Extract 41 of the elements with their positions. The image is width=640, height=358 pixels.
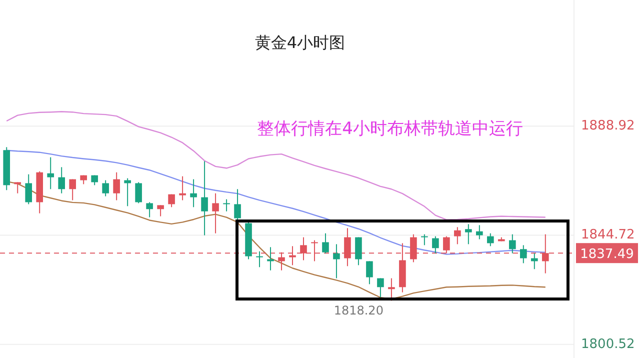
candlestick [168, 194, 175, 208]
candlestick [146, 202, 153, 218]
candlestick [201, 160, 208, 236]
candlestick [333, 244, 340, 279]
annotation: 整体行情在4小时布林带轨道中运行 [257, 119, 523, 139]
candlestick [355, 236, 362, 266]
candlestick [476, 224, 483, 240]
annotation: 1818.20 [334, 304, 384, 318]
candlestick [135, 182, 142, 204]
candlestick [465, 224, 472, 245]
candlestick [432, 236, 439, 254]
candlestick [322, 232, 329, 254]
line-series [6, 111, 546, 220]
candlestick [366, 260, 373, 285]
candlestick [487, 232, 494, 247]
candlestick [113, 172, 120, 201]
candlestick [421, 234, 428, 246]
candlestick [454, 226, 461, 245]
y-tick-label: 1844.72 [581, 228, 635, 243]
candlestick [179, 176, 186, 201]
ref-line-label: 1837.49 [580, 247, 634, 262]
candlestick [190, 178, 197, 208]
y-tick-label: 1888.92 [581, 118, 635, 134]
candlestick [157, 204, 164, 217]
candlestick [256, 250, 263, 268]
candlestick [223, 198, 230, 212]
candlestick [267, 246, 274, 271]
candlestick [212, 192, 219, 234]
candlestick [69, 178, 76, 201]
candlestick [234, 188, 241, 221]
y-tick-label: 1800.52 [581, 336, 635, 352]
candlestick [124, 178, 131, 207]
candlestick [102, 180, 109, 197]
candlestick [14, 182, 22, 194]
candlestick [58, 166, 65, 194]
candlestick [47, 156, 54, 190]
candlestick [509, 234, 516, 254]
candlestick [520, 244, 527, 264]
candlestick [377, 278, 384, 298]
text: 黄金4小时图 [254, 33, 346, 52]
candlestick [25, 174, 32, 205]
